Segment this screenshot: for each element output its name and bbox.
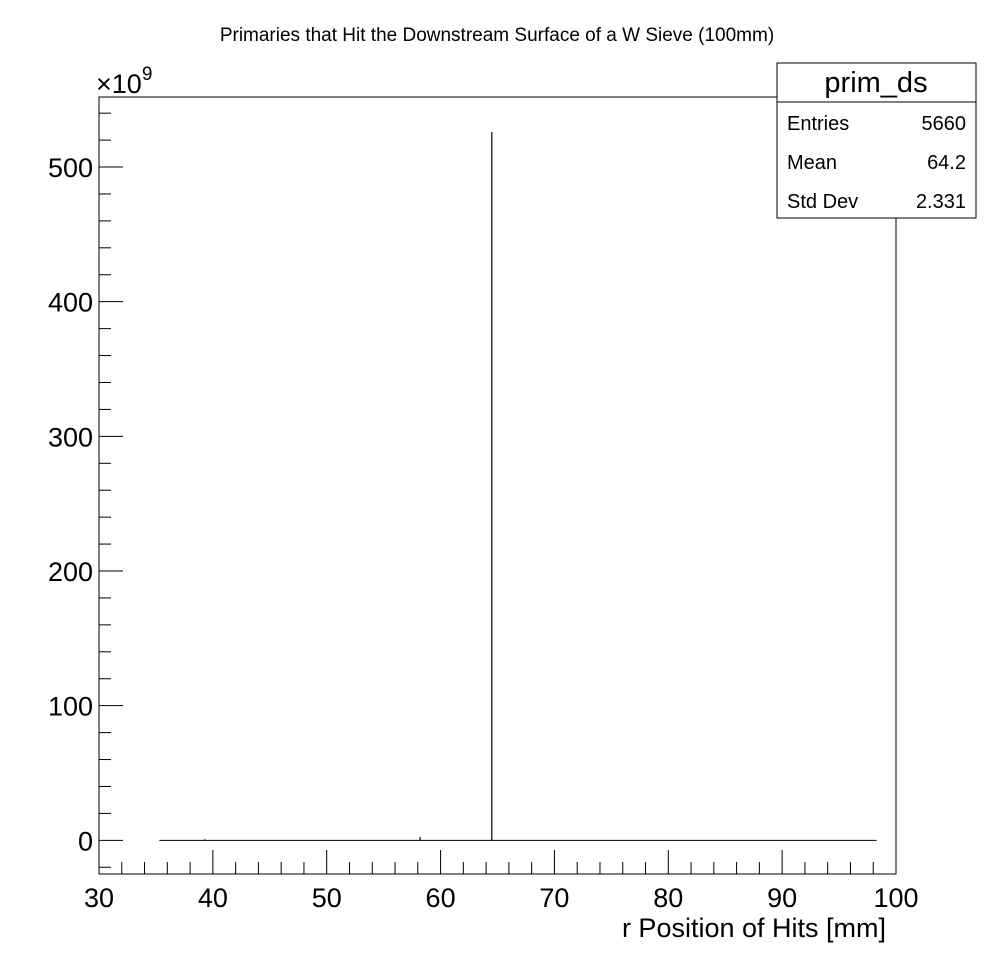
x-axis: 30 40 50 60 70 80 90 100 (84, 850, 919, 913)
x-tick-label: 70 (539, 883, 569, 913)
x-axis-label: r Position of Hits [mm] (622, 913, 886, 943)
y-tick-label: 100 (48, 692, 93, 722)
stat-stddev-value: 2.331 (916, 191, 966, 213)
y-tick-label: 300 (48, 422, 93, 452)
y-axis: 0 100 200 300 400 500 (48, 112, 123, 868)
x-tick-label: 50 (312, 883, 342, 913)
stats-box: prim_ds Entries 5660 Mean 64.2 Std Dev 2… (776, 62, 977, 219)
stat-entries-label: Entries (787, 113, 849, 135)
x-tick-label: 30 (84, 883, 114, 913)
y-tick-label: 0 (78, 826, 93, 856)
stat-mean-value: 64.2 (927, 152, 966, 174)
histogram-bins (159, 132, 877, 841)
y-exponent-power: 9 (142, 64, 153, 85)
y-tick-label: 500 (48, 153, 93, 183)
x-tick-label: 90 (767, 883, 797, 913)
x-tick-label: 40 (198, 883, 228, 913)
y-exponent-label: ×109 (96, 64, 152, 99)
x-tick-label: 60 (426, 883, 456, 913)
stats-box-title: prim_ds (824, 67, 927, 99)
chart-title: Primaries that Hit the Downstream Surfac… (220, 25, 774, 46)
stat-entries-value: 5660 (922, 113, 967, 135)
stats-box-frame (776, 62, 977, 219)
stat-mean-label: Mean (787, 152, 837, 174)
x-tick-label: 80 (653, 883, 683, 913)
y-exponent-base: ×10 (96, 69, 142, 99)
plot-frame (98, 96, 897, 875)
x-tick-label: 100 (873, 883, 918, 913)
y-tick-label: 400 (48, 288, 93, 318)
stat-stddev-label: Std Dev (787, 191, 858, 213)
y-tick-label: 200 (48, 557, 93, 587)
